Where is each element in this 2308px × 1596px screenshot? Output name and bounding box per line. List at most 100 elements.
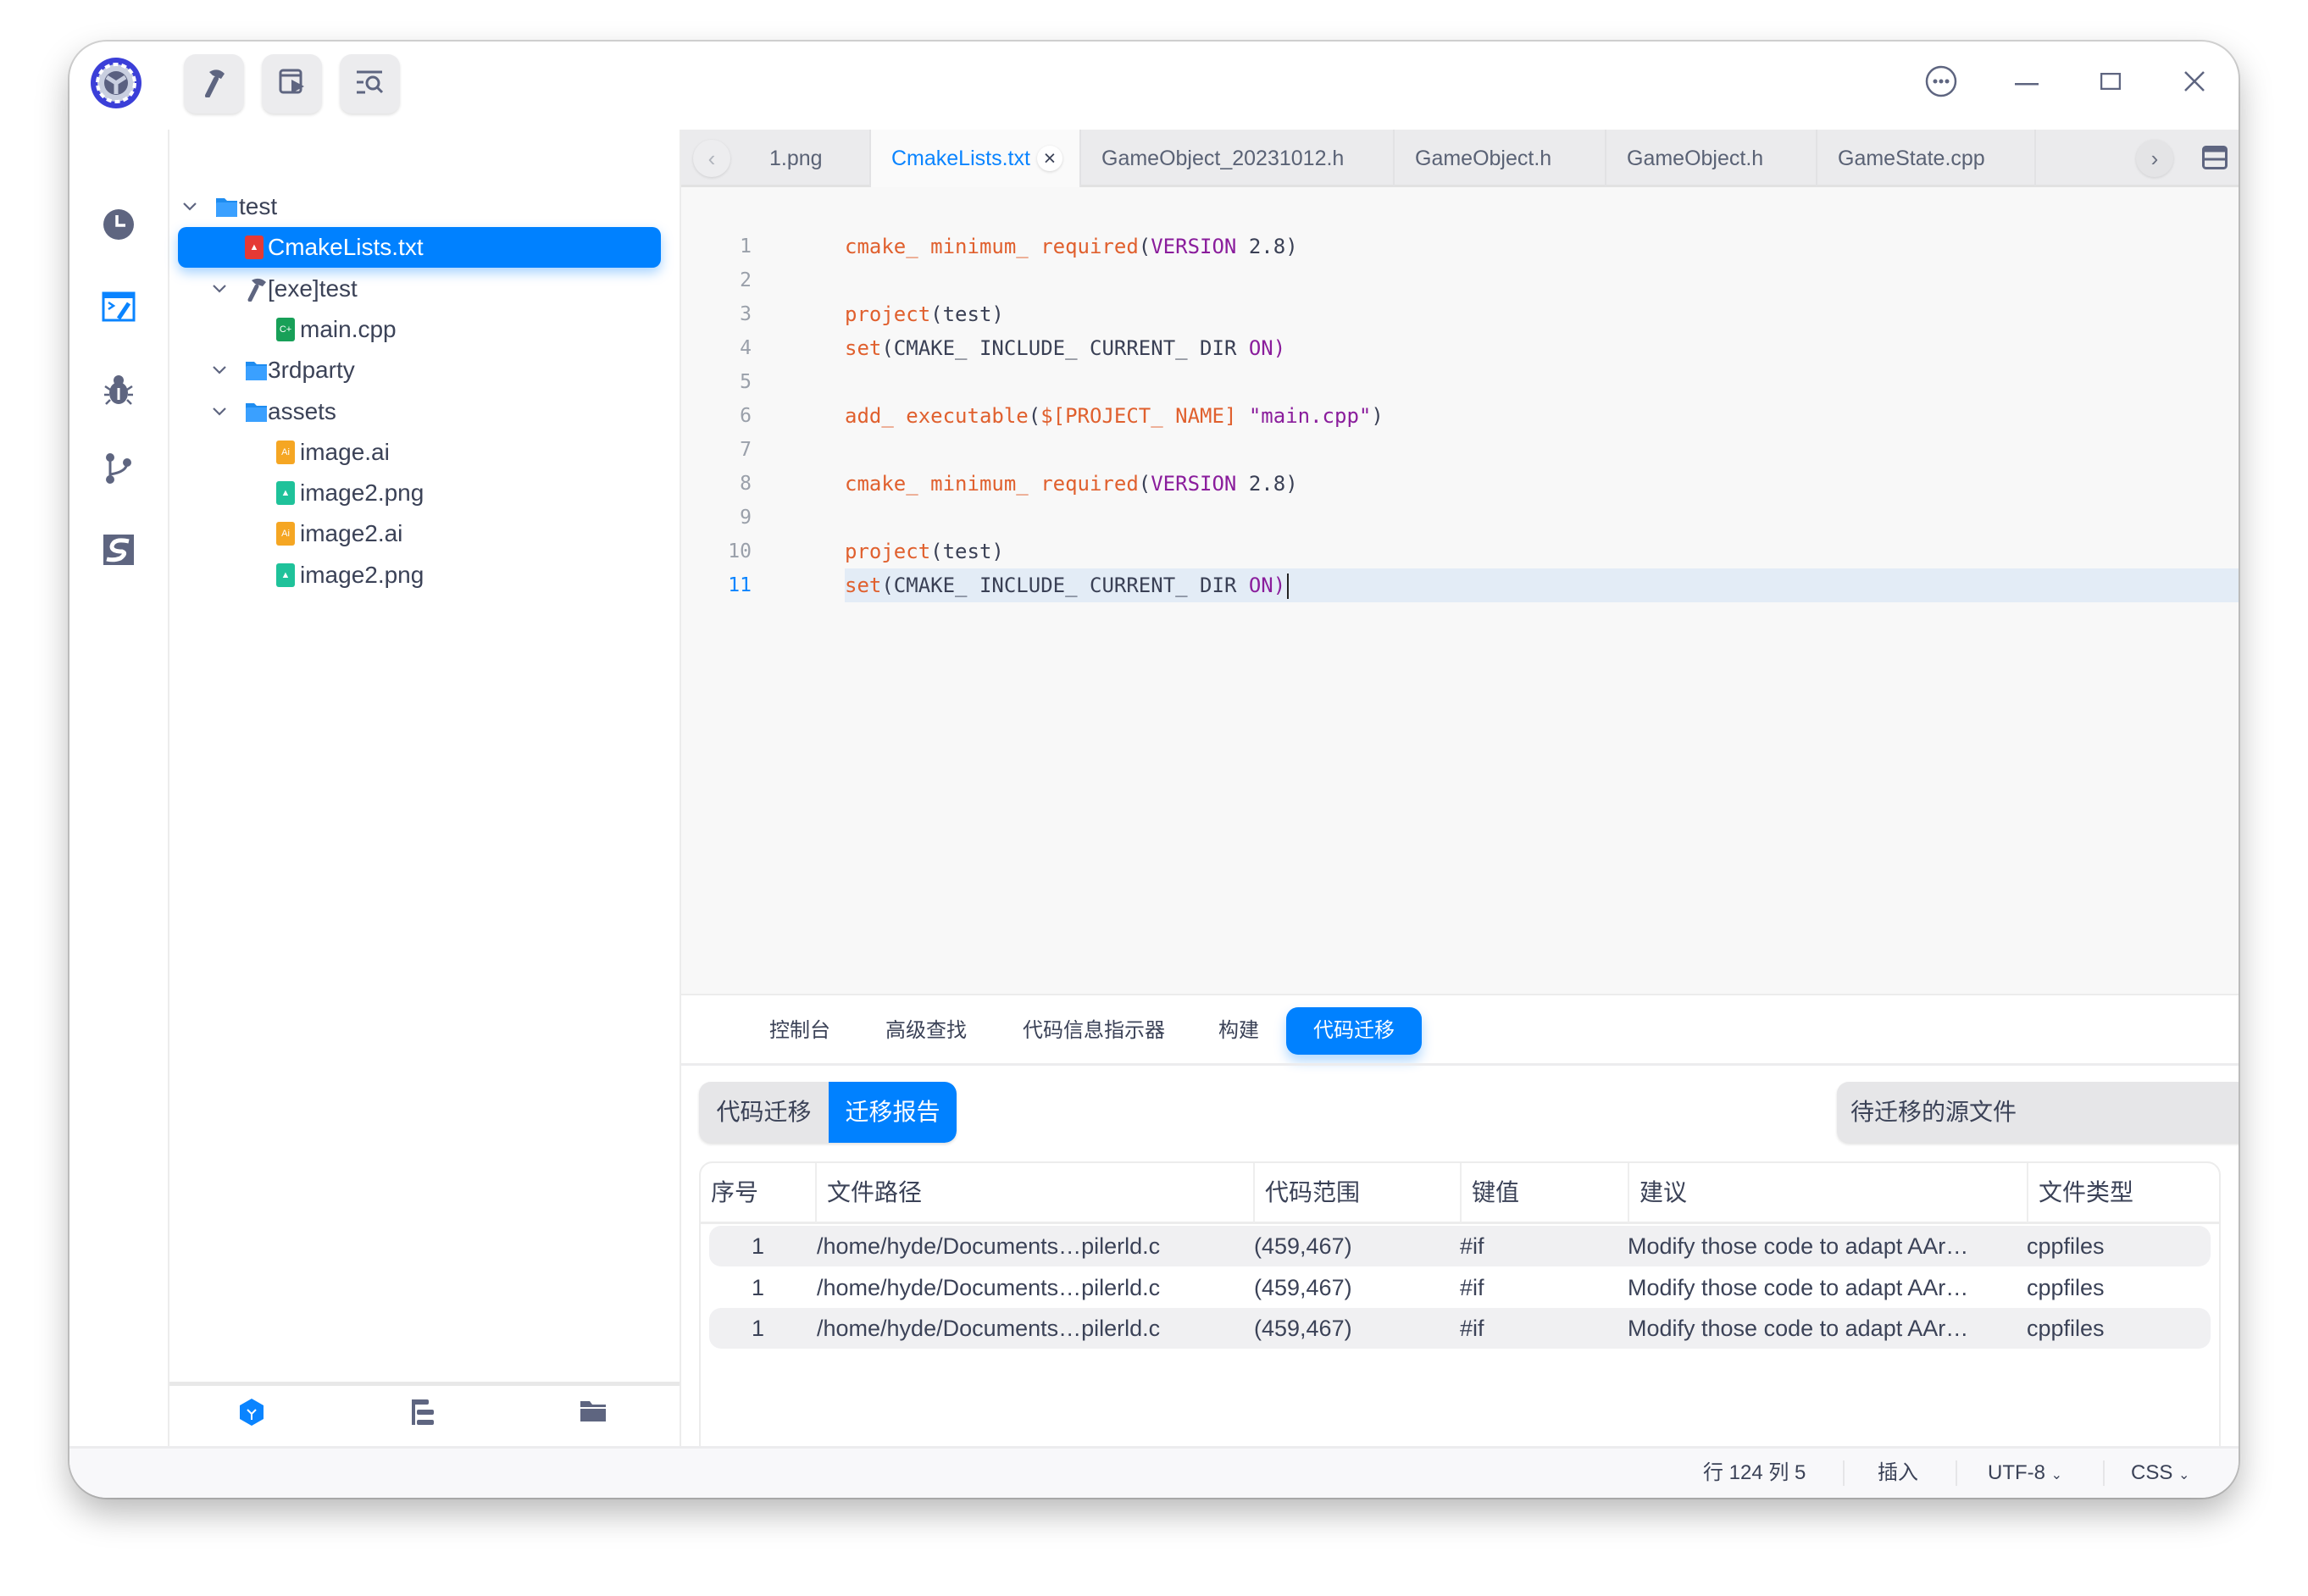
tabs-next-button[interactable]: ›: [2136, 140, 2173, 177]
table-cell: 1: [752, 1233, 765, 1259]
panel-tab[interactable]: 构建: [1218, 1019, 1259, 1042]
run-button[interactable]: [262, 54, 322, 114]
code-line[interactable]: cmake_ minimum_ required(VERSION 2.8): [845, 230, 1298, 263]
code-token: set: [845, 336, 882, 360]
build-button[interactable]: [184, 54, 244, 114]
tab-outline[interactable]: [410, 1398, 436, 1431]
table-cell: Modify those code to adapt AAr…: [1628, 1274, 1969, 1300]
folder-icon: [580, 1401, 607, 1427]
segment-code-migration[interactable]: 代码迁移: [716, 1099, 812, 1125]
segment-migration-report[interactable]: 迁移报告: [829, 1082, 957, 1143]
tree-item[interactable]: Ai image.ai: [178, 432, 661, 473]
activity-git[interactable]: [97, 448, 141, 492]
tree-item[interactable]: C+ main.cpp: [178, 309, 661, 350]
tree-item[interactable]: [exe]test: [178, 269, 661, 309]
line-number: 6: [740, 405, 752, 427]
code-token: cmake_ minimum_ required: [845, 472, 1139, 496]
ai-file-icon: Ai: [276, 440, 295, 464]
tree-item-label: image2.png: [300, 561, 424, 588]
activity-debug[interactable]: [97, 369, 141, 413]
code-line[interactable]: project(test): [845, 535, 1004, 568]
current-line-highlight: [845, 568, 2239, 602]
chevron-down-icon[interactable]: [211, 280, 228, 297]
tab-files[interactable]: [580, 1398, 607, 1427]
activity-editor[interactable]: [97, 286, 141, 330]
chevron-down-icon[interactable]: [181, 198, 198, 215]
table-cell: cppfiles: [2027, 1233, 2105, 1259]
code-line[interactable]: cmake_ minimum_ required(VERSION 2.8): [845, 467, 1298, 501]
code-line[interactable]: set(CMAKE_ INCLUDE_ CURRENT_ DIR ON): [845, 568, 1290, 602]
tree-item-label: assets: [268, 397, 336, 424]
panel-tab[interactable]: 控制台: [769, 1019, 830, 1042]
table-row[interactable]: 1/home/hyde/Documents…pilerld.c (459,467)…: [709, 1308, 2211, 1349]
split-horizontal-icon: [2202, 146, 2228, 173]
tab-project[interactable]: [239, 1398, 264, 1431]
insert-mode[interactable]: 插入: [1878, 1461, 1918, 1484]
tree-item[interactable]: ▲ image2.png: [178, 555, 661, 596]
table-row[interactable]: 1/home/hyde/Documents…pilerld.c (459,467)…: [709, 1226, 2211, 1266]
activity-recent[interactable]: [97, 204, 141, 248]
chevron-down-icon[interactable]: [211, 403, 228, 420]
close-button[interactable]: [2173, 62, 2216, 104]
tree-item[interactable]: ▲ image2.png: [178, 473, 661, 513]
search-list-icon: [355, 69, 386, 99]
search-button[interactable]: [340, 54, 400, 114]
column-header[interactable]: 文件路径: [815, 1163, 922, 1222]
tree-item[interactable]: test: [178, 186, 661, 227]
line-number: 8: [740, 473, 752, 495]
code-token: (: [1028, 404, 1041, 428]
dropdown-value: 待迁移的源文件: [1850, 1099, 2017, 1125]
cursor-position[interactable]: 行 124 列 5: [1703, 1461, 1806, 1484]
git-branch-icon: [102, 452, 136, 490]
column-header[interactable]: 文件类型: [2027, 1163, 2133, 1222]
table-cell: /home/hyde/Documents…pilerld.c: [817, 1274, 1161, 1300]
table-cell: /home/hyde/Documents…pilerld.c: [817, 1316, 1161, 1341]
png-file-icon: ▲: [276, 562, 295, 587]
editor-icon: [102, 290, 136, 328]
tree-item[interactable]: 3rdparty: [178, 350, 661, 391]
table-cell: Modify those code to adapt AAr…: [1628, 1316, 1969, 1341]
table-cell: 1: [752, 1274, 765, 1300]
editor-tab[interactable]: GameObject.h: [1395, 130, 1606, 187]
more-button[interactable]: [1920, 62, 1962, 104]
tab-label: GameState.cpp: [1838, 146, 1985, 170]
panel-tab[interactable]: 代码信息指示器: [1023, 1019, 1165, 1042]
code-token: VERSION: [1151, 472, 1237, 496]
editor-tab[interactable]: GameObject.h: [1606, 130, 1817, 187]
table-cell: 1: [752, 1316, 765, 1341]
editor-tab[interactable]: GameObject_20231012.h: [1081, 130, 1395, 187]
code-line[interactable]: add_ executable($[PROJECT_ NAME] "main.c…: [845, 399, 1384, 433]
source-file-dropdown[interactable]: 待迁移的源文件: [1837, 1082, 2239, 1143]
minimize-button[interactable]: [2006, 62, 2048, 104]
tabs-prev-button[interactable]: ‹: [693, 140, 730, 177]
split-horizontal-button[interactable]: [2202, 146, 2228, 174]
code-token: [1236, 404, 1248, 428]
code-line[interactable]: project(test): [845, 297, 1004, 331]
editor-tab[interactable]: GameState.cpp: [1817, 130, 2036, 187]
editor-tab[interactable]: CmakeLists.txt ×: [871, 130, 1081, 187]
activity-bar: [69, 130, 169, 1446]
column-header[interactable]: 序号: [711, 1179, 759, 1205]
panel-tab[interactable]: 代码迁移: [1286, 1007, 1422, 1055]
editor-tab[interactable]: 1.png: [749, 130, 871, 187]
code-token: ): [1371, 404, 1384, 428]
activity-s-plugin[interactable]: [97, 529, 141, 574]
maximize-button[interactable]: [2089, 62, 2132, 104]
tree-item[interactable]: ▲ CmakeLists.txt: [178, 227, 661, 269]
chevron-down-icon[interactable]: [211, 362, 228, 379]
tab-label: GameObject.h: [1627, 146, 1764, 170]
code-token: 2.8): [1236, 235, 1298, 258]
encoding-label: UTF-8: [1988, 1461, 2045, 1484]
tree-item[interactable]: assets: [178, 391, 661, 432]
encoding-selector[interactable]: UTF-8 ⌄: [1988, 1449, 2062, 1498]
close-tab-icon[interactable]: ×: [1036, 146, 1062, 171]
column-header[interactable]: 建议: [1628, 1163, 1687, 1222]
column-header[interactable]: 代码范围: [1253, 1163, 1360, 1222]
panel-tab[interactable]: 高级查找: [885, 1019, 967, 1042]
column-header[interactable]: 键值: [1460, 1163, 1519, 1222]
language-selector[interactable]: CSS ⌄: [2131, 1449, 2189, 1498]
table-row[interactable]: 1/home/hyde/Documents…pilerld.c (459,467)…: [709, 1267, 2211, 1308]
folder-icon: [215, 195, 237, 219]
code-line[interactable]: set(CMAKE_ INCLUDE_ CURRENT_ DIR ON): [845, 331, 1285, 365]
tree-item[interactable]: Ai image2.ai: [178, 513, 661, 554]
